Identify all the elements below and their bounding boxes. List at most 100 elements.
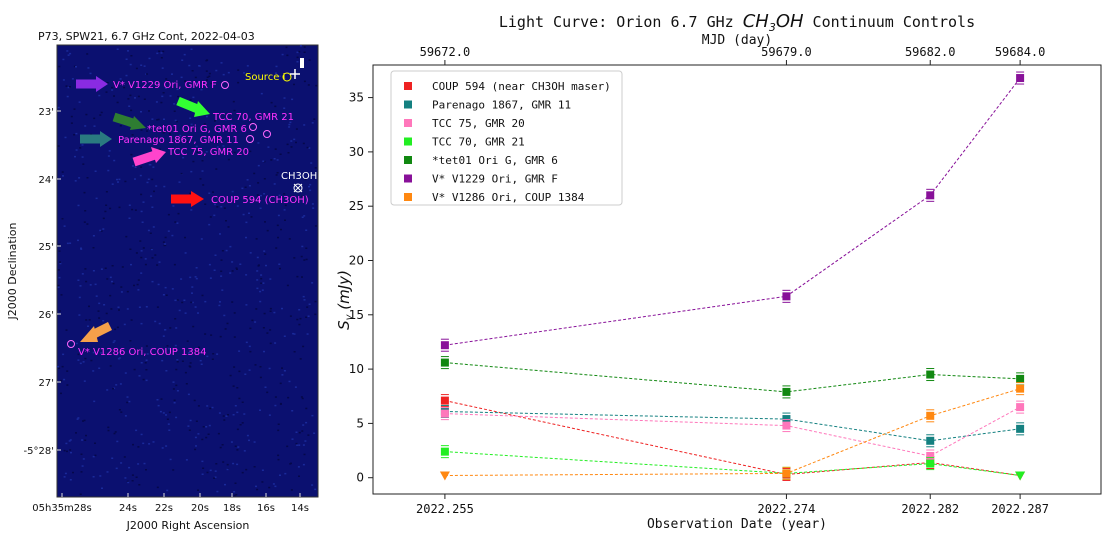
noise-speck <box>239 424 242 426</box>
noise-speck <box>274 342 277 344</box>
noise-speck <box>162 294 165 296</box>
noise-speck <box>288 238 291 240</box>
noise-speck <box>156 306 159 308</box>
noise-speck <box>57 284 60 287</box>
noise-speck <box>156 486 159 489</box>
noise-speck <box>139 174 142 177</box>
noise-speck <box>293 333 296 335</box>
noise-speck <box>177 212 180 215</box>
noise-speck <box>208 192 211 194</box>
noise-speck <box>75 342 78 345</box>
noise-speck <box>189 99 192 101</box>
noise-speck <box>171 73 173 75</box>
noise-speck <box>173 110 176 112</box>
noise-speck <box>308 303 311 305</box>
noise-speck <box>131 474 134 476</box>
label-tcc75: TCC 75, GMR 20 <box>167 147 249 158</box>
noise-speck <box>142 201 145 203</box>
noise-speck <box>295 128 298 130</box>
noise-speck <box>111 86 114 89</box>
noise-speck <box>127 98 130 100</box>
noise-speck <box>226 468 229 471</box>
noise-speck <box>261 469 264 471</box>
noise-speck <box>152 441 155 443</box>
noise-speck <box>151 206 154 208</box>
chart-title: Light Curve: Orion 6.7 GHz CH3OH Continu… <box>499 11 975 34</box>
noise-speck <box>124 415 127 417</box>
noise-speck <box>82 361 85 363</box>
noise-speck <box>115 354 118 356</box>
noise-speck <box>125 74 128 77</box>
noise-speck <box>154 320 157 323</box>
noise-speck <box>302 424 305 426</box>
noise-speck <box>302 295 305 298</box>
noise-speck <box>113 340 116 342</box>
noise-speck <box>260 277 263 280</box>
noise-speck <box>63 225 66 227</box>
noise-speck <box>66 384 69 386</box>
noise-speck <box>143 462 146 465</box>
noise-speck <box>104 267 107 269</box>
noise-speck <box>158 50 161 52</box>
noise-speck <box>156 264 159 266</box>
noise-speck <box>147 178 150 180</box>
noise-speck <box>259 366 262 368</box>
noise-speck <box>89 284 92 286</box>
noise-speck <box>125 58 128 60</box>
noise-speck <box>275 65 278 68</box>
noise-speck <box>225 220 227 222</box>
arrow-coup594 <box>171 191 204 207</box>
noise-speck <box>238 154 241 156</box>
noise-speck <box>205 436 208 439</box>
noise-speck <box>155 101 158 103</box>
noise-speck <box>180 172 183 175</box>
noise-speck <box>126 401 129 404</box>
noise-speck <box>188 429 191 431</box>
noise-speck <box>283 116 285 119</box>
noise-speck <box>233 494 236 497</box>
label-parenago: Parenago 1867, GMR 11 <box>118 135 239 146</box>
noise-speck <box>189 117 192 119</box>
noise-speck <box>283 77 286 80</box>
noise-speck <box>238 350 241 352</box>
noise-speck <box>66 370 69 372</box>
noise-speck <box>119 78 122 80</box>
noise-speck <box>181 59 184 61</box>
noise-speck <box>245 274 248 276</box>
noise-speck <box>298 309 301 311</box>
data-point <box>926 459 935 468</box>
noise-speck <box>259 376 262 379</box>
noise-speck <box>289 315 292 317</box>
noise-speck <box>162 412 165 414</box>
noise-speck <box>79 362 82 365</box>
noise-speck <box>309 189 312 192</box>
noise-speck <box>303 46 306 48</box>
noise-speck <box>241 471 244 474</box>
noise-speck <box>201 170 204 172</box>
noise-speck <box>94 442 96 444</box>
noise-speck <box>296 56 299 59</box>
noise-speck <box>214 470 217 472</box>
noise-speck <box>305 258 308 261</box>
noise-speck <box>260 92 263 95</box>
noise-speck <box>200 136 203 139</box>
noise-speck <box>295 442 298 445</box>
noise-speck <box>232 385 235 387</box>
noise-speck <box>204 300 207 303</box>
noise-speck <box>287 396 290 399</box>
noise-speck <box>260 274 263 276</box>
noise-speck <box>62 175 64 177</box>
noise-speck <box>227 158 230 161</box>
label-v1229: V* V1229 Ori, GMR F <box>113 80 217 91</box>
noise-speck <box>150 247 153 250</box>
noise-speck <box>166 489 169 492</box>
noise-speck <box>299 45 302 47</box>
noise-speck <box>196 82 198 85</box>
noise-speck <box>134 97 136 99</box>
noise-speck <box>253 441 256 443</box>
noise-speck <box>81 465 84 467</box>
noise-speck <box>85 319 88 321</box>
noise-speck <box>278 75 281 77</box>
noise-speck <box>142 442 145 445</box>
